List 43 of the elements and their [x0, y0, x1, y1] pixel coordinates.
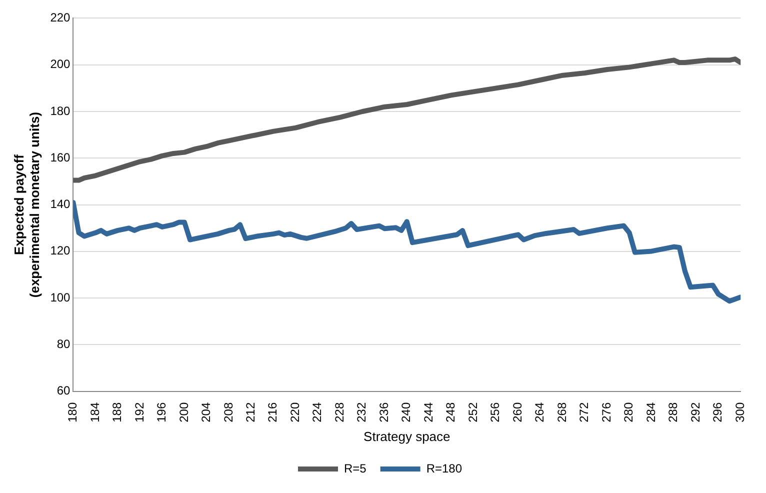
x-tick-label: 212 — [244, 402, 258, 422]
x-tick-label: 256 — [488, 402, 502, 422]
x-tick-label: 204 — [199, 402, 214, 422]
x-tick-label: 244 — [421, 402, 436, 422]
x-tick-label: 196 — [154, 402, 169, 422]
x-tick-label: 260 — [510, 402, 524, 422]
x-tick-label: 276 — [599, 402, 614, 422]
x-tick-label: 264 — [532, 402, 547, 422]
y-tick-label: 60 — [56, 384, 71, 398]
y-tick-label: 180 — [50, 104, 71, 118]
x-tick-label: 284 — [644, 402, 658, 422]
x-tick-label: 240 — [399, 402, 414, 422]
x-tick-label: 200 — [176, 402, 191, 422]
x-tick-label: 296 — [710, 402, 725, 422]
x-tick-label: 288 — [666, 402, 680, 422]
y-tick-label: 220 — [50, 10, 71, 25]
x-tick-label: 300 — [732, 402, 747, 422]
x-tick-label: 252 — [466, 402, 480, 422]
x-tick-label: 280 — [622, 402, 636, 422]
y-tick-label: 140 — [50, 197, 71, 212]
x-tick-label: 220 — [288, 402, 302, 422]
y-tick-label: 200 — [50, 57, 71, 72]
y-tick-label: 160 — [50, 150, 71, 164]
x-tick-label: 248 — [444, 402, 458, 422]
y-tick-label: 80 — [56, 337, 71, 352]
legend-label: R=180 — [426, 461, 462, 476]
y-tick-label: 120 — [50, 244, 71, 258]
x-tick-label: 292 — [688, 402, 702, 422]
x-tick-label: 232 — [354, 402, 369, 422]
x-tick-label: 268 — [554, 402, 569, 422]
x-tick-label: 192 — [132, 402, 146, 422]
x-tick-label: 216 — [266, 402, 280, 422]
x-axis-title: Strategy space — [364, 428, 450, 444]
y-tick-label: 100 — [50, 290, 71, 304]
x-tick-label: 224 — [310, 402, 324, 422]
x-tick-label: 236 — [376, 402, 391, 422]
x-tick-label: 184 — [88, 402, 102, 422]
legend-label: R=5 — [344, 461, 367, 476]
y-axis-title: Expected payoff (experimental monetary units) — [11, 112, 42, 298]
x-tick-label: 228 — [332, 402, 346, 422]
x-tick-label: 272 — [577, 402, 592, 422]
x-tick-label: 208 — [221, 402, 236, 422]
x-tick-label: 188 — [110, 402, 124, 422]
